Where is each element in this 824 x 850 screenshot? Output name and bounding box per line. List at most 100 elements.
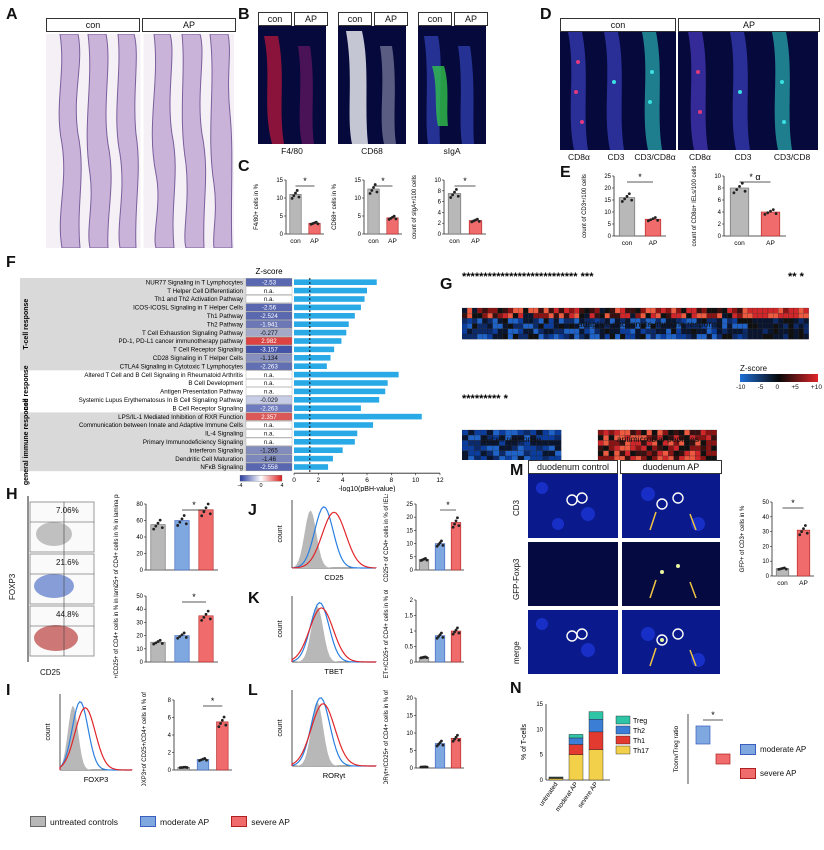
heatmap-cell bbox=[512, 313, 519, 319]
heatmap-cell bbox=[523, 313, 529, 319]
header-b-ap-3: AP bbox=[454, 12, 488, 26]
heatmap-cell bbox=[528, 333, 534, 340]
data-point bbox=[451, 632, 455, 636]
legend-swatch bbox=[231, 816, 248, 827]
heatmap-cell bbox=[695, 450, 701, 457]
x-tick-label: AP bbox=[310, 238, 319, 245]
heatmap-cell bbox=[691, 333, 697, 340]
heatmap-cell bbox=[538, 323, 544, 329]
data-point bbox=[156, 521, 160, 525]
heatmap-cell bbox=[584, 313, 590, 319]
y-tick-label: 20 bbox=[604, 186, 611, 192]
heatmap-cell bbox=[630, 450, 636, 457]
data-point bbox=[771, 208, 775, 211]
heatmap-cell bbox=[502, 307, 508, 314]
heatmap-cell bbox=[767, 313, 774, 319]
data-point bbox=[152, 527, 156, 531]
heatmap-cell bbox=[668, 445, 674, 451]
y-tick-label: 0 bbox=[140, 568, 144, 574]
zscore-value: n.a. bbox=[264, 296, 275, 303]
heatmap-cell bbox=[482, 323, 488, 329]
data-point bbox=[763, 213, 767, 216]
heatmap-cell bbox=[487, 313, 493, 319]
heatmap-cell bbox=[608, 450, 615, 457]
heatmap-cell bbox=[528, 318, 534, 324]
heatmap-cell bbox=[536, 450, 543, 457]
heatmap-cell bbox=[630, 333, 636, 340]
y-axis-label: FOXP3+of CD25+/CD4+ cells in % of IELs bbox=[142, 690, 148, 786]
heatmap-cell bbox=[757, 333, 763, 340]
heatmap-cell bbox=[689, 450, 696, 457]
data-point bbox=[425, 558, 429, 562]
heatmap-cell bbox=[599, 333, 605, 340]
heatmap-cell bbox=[533, 307, 539, 314]
x-tick-label: con bbox=[777, 580, 788, 587]
heatmap-cell bbox=[696, 313, 702, 319]
y-tick-label: 0 bbox=[766, 574, 770, 580]
heatmap-cell bbox=[640, 328, 646, 335]
heatmap-cell bbox=[528, 313, 534, 319]
chart-l: RORγt+/CD25+ of CD4+ cells in % of IELs 0… bbox=[384, 688, 464, 784]
data-point bbox=[200, 619, 204, 622]
heatmap-cell bbox=[747, 323, 753, 329]
bar bbox=[174, 520, 190, 571]
header-ap: AP bbox=[142, 18, 236, 32]
pathway-label: ICOS-ICOSL Signaling in T Helper Cells bbox=[133, 305, 243, 312]
scale-tick: +10 bbox=[810, 384, 822, 391]
heatmap-cell bbox=[624, 445, 631, 451]
y-tick-label: 2 bbox=[168, 751, 172, 757]
data-point bbox=[295, 189, 299, 192]
row-label-cd3: CD3 bbox=[512, 499, 521, 516]
histogram-severe bbox=[291, 511, 377, 569]
data-point bbox=[158, 638, 162, 642]
heatmap-cell bbox=[482, 307, 488, 314]
heatmap-cell bbox=[538, 318, 544, 324]
data-point bbox=[202, 615, 206, 619]
heatmap-cell bbox=[752, 323, 758, 329]
heatmap-cell bbox=[538, 328, 544, 335]
header-m-ap: duodenum AP bbox=[620, 460, 722, 474]
heatmap-cell bbox=[783, 318, 789, 324]
pathway-bar bbox=[294, 363, 327, 369]
group-label: B-cell response bbox=[23, 365, 30, 417]
heatmap-cell bbox=[660, 313, 667, 319]
heatmap-cell bbox=[558, 328, 565, 335]
pathway-label: Primary Immunodeficiency Signaling bbox=[143, 439, 244, 446]
heatmap-cell bbox=[793, 328, 799, 335]
heatmap-cell bbox=[536, 445, 543, 451]
heatmap-cell bbox=[727, 313, 733, 319]
data-point bbox=[294, 191, 297, 195]
heatmap-cell bbox=[507, 328, 514, 335]
heatmap-cell bbox=[548, 323, 554, 329]
heatmap-cell bbox=[505, 450, 512, 457]
data-point bbox=[205, 758, 208, 762]
row-label-gfp: GFP-Foxp3 bbox=[512, 558, 521, 600]
y-tick-label: 0.5 bbox=[405, 645, 414, 651]
panel-label-d: D bbox=[540, 6, 552, 23]
heatmap-cell bbox=[614, 307, 621, 314]
panel-label-g: G bbox=[440, 276, 453, 293]
heatmap-cell bbox=[705, 445, 712, 451]
x-tick-label: 4 bbox=[341, 477, 345, 484]
heatmap-cell bbox=[668, 450, 674, 457]
heatmap-cell bbox=[487, 328, 493, 335]
data-point bbox=[620, 200, 624, 203]
heatmap-cell bbox=[589, 307, 595, 314]
data-point bbox=[154, 641, 158, 645]
heatmap-cell bbox=[620, 307, 626, 314]
heatmap-cell bbox=[574, 313, 580, 319]
heatmap-cell bbox=[563, 333, 570, 340]
heatmap-cell bbox=[793, 323, 799, 329]
heatmap-cell bbox=[589, 333, 595, 340]
heatmap-cell bbox=[625, 307, 631, 314]
data-point bbox=[206, 502, 210, 506]
heatmap-cell bbox=[558, 333, 565, 340]
heatmap-cell bbox=[757, 323, 763, 329]
zscore-value: 2.357 bbox=[261, 414, 277, 421]
heatmap-cell bbox=[635, 450, 642, 457]
stacked-segment bbox=[548, 776, 564, 778]
legend-moderate: moderate AP bbox=[140, 816, 209, 827]
data-point bbox=[454, 735, 458, 739]
heatmap-cell bbox=[681, 307, 687, 314]
header-b-ap: AP bbox=[294, 12, 328, 26]
